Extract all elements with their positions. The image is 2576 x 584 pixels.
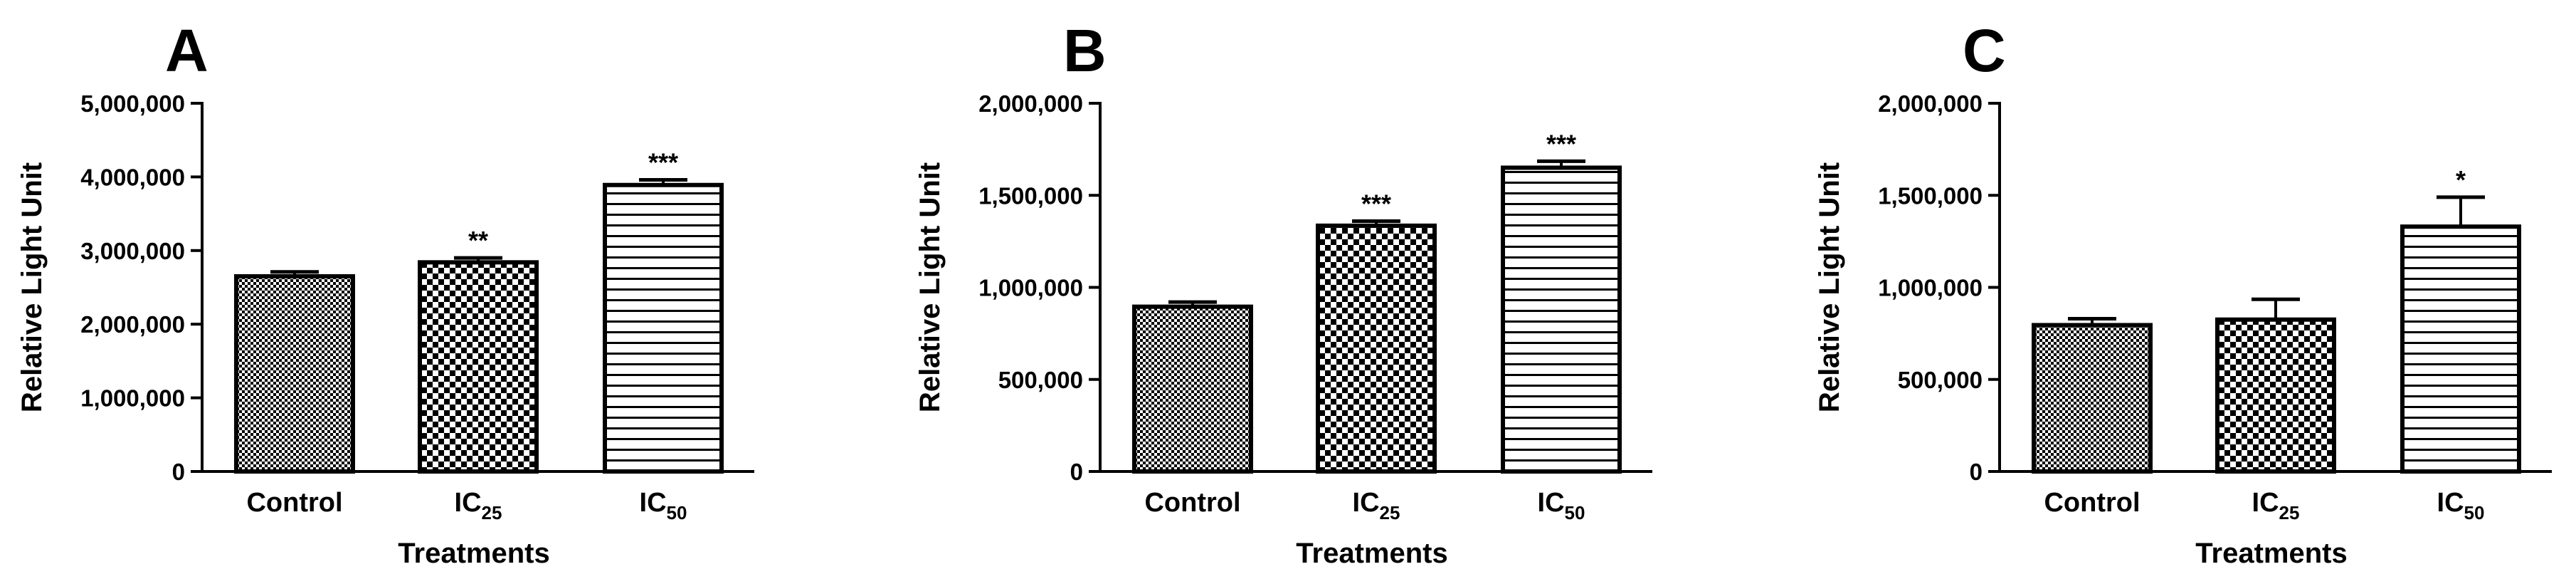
x-tick-label: IC25 <box>1353 488 1400 523</box>
panel-c: C 0 500,000 1,000,000 1,500,000 2,000,000 Rela… <box>1814 17 2552 569</box>
x-tick-label-main: Control <box>2044 488 2140 518</box>
y-tick-label: 2,000,000 <box>978 90 1083 117</box>
y-tick-label: 4,000,000 <box>80 164 185 190</box>
y-tick-label: 0 <box>172 459 185 485</box>
x-axis-title: Treatments <box>398 538 549 569</box>
y-tick-label: 2,000,000 <box>1878 90 1983 117</box>
bar-ic50 <box>1501 165 1622 474</box>
y-tick-label: 500,000 <box>1898 367 1983 393</box>
x-tick-label: Control <box>1144 488 1240 518</box>
significance-marker: ** <box>468 226 488 255</box>
x-tick-label: IC25 <box>455 488 502 523</box>
x-tick-label-subscript: 50 <box>1565 502 1585 523</box>
x-tick-label-subscript: 25 <box>2279 502 2300 523</box>
x-tick-label-main: Control <box>1144 488 1240 518</box>
y-tick-label: 1,000,000 <box>80 385 185 412</box>
panel-a: A 0 1,000,000 2,000,000 3,000,000 4,000,000 5,… <box>16 17 754 569</box>
x-tick-label: IC50 <box>2437 488 2485 523</box>
bar-control <box>1132 304 1253 474</box>
panel-letter: B <box>1063 17 1107 84</box>
x-tick-label-subscript: 25 <box>482 502 502 523</box>
y-tick-label: 0 <box>1070 459 1083 485</box>
significance-marker: * <box>2456 165 2466 194</box>
bar-ic25 <box>1316 223 1437 474</box>
x-tick-label: IC25 <box>2252 488 2300 523</box>
y-tick-label: 500,000 <box>998 367 1083 393</box>
bar-control <box>2032 323 2153 474</box>
x-tick-label-main: IC <box>1538 488 1565 518</box>
y-axis-title: Relative Light Unit <box>16 162 48 412</box>
y-tick-label: 1,000,000 <box>978 275 1083 301</box>
y-axis-title: Relative Light Unit <box>1814 162 1845 412</box>
y-tick-label: 1,000,000 <box>1878 275 1983 301</box>
x-tick-label-main: IC <box>1353 488 1380 518</box>
x-axis-title: Treatments <box>1296 538 1447 569</box>
y-tick-label: 1,500,000 <box>1878 182 1983 209</box>
y-tick-label: 2,000,000 <box>80 311 185 338</box>
bar-control <box>234 273 355 474</box>
panel-b: B 0 500,000 1,000,000 1,500,000 2,000,000 Rela… <box>914 17 1652 569</box>
significance-marker: *** <box>1546 129 1576 158</box>
significance-marker: *** <box>1361 189 1391 218</box>
y-tick-label: 5,000,000 <box>80 90 185 117</box>
x-tick-label-main: IC <box>455 488 482 518</box>
x-tick-label-main: IC <box>2437 488 2464 518</box>
y-tick-label: 1,500,000 <box>978 182 1083 209</box>
x-tick-label: Control <box>2044 488 2140 518</box>
significance-marker: *** <box>648 148 678 177</box>
y-tick-label: 3,000,000 <box>80 238 185 264</box>
panel-letter: A <box>165 17 208 84</box>
y-axis-title: Relative Light Unit <box>914 162 946 412</box>
bar-ic25 <box>2215 317 2336 474</box>
y-tick-label: 0 <box>1970 459 1983 485</box>
bar-ic50 <box>2400 224 2521 474</box>
panel-letter: C <box>1963 17 2006 84</box>
x-tick-label-main: IC <box>2252 488 2279 518</box>
x-tick-label-subscript: 25 <box>1380 502 1400 523</box>
x-tick-label-subscript: 50 <box>667 502 687 523</box>
x-tick-label-subscript: 50 <box>2464 502 2485 523</box>
x-axis-title: Treatments <box>2195 538 2347 569</box>
x-tick-label: IC50 <box>1538 488 1585 523</box>
x-tick-label-main: Control <box>246 488 342 518</box>
x-tick-label: IC50 <box>640 488 687 523</box>
bar-ic50 <box>603 182 724 474</box>
x-tick-label: Control <box>246 488 342 518</box>
x-tick-label-main: IC <box>640 488 667 518</box>
bar-ic25 <box>418 260 539 474</box>
